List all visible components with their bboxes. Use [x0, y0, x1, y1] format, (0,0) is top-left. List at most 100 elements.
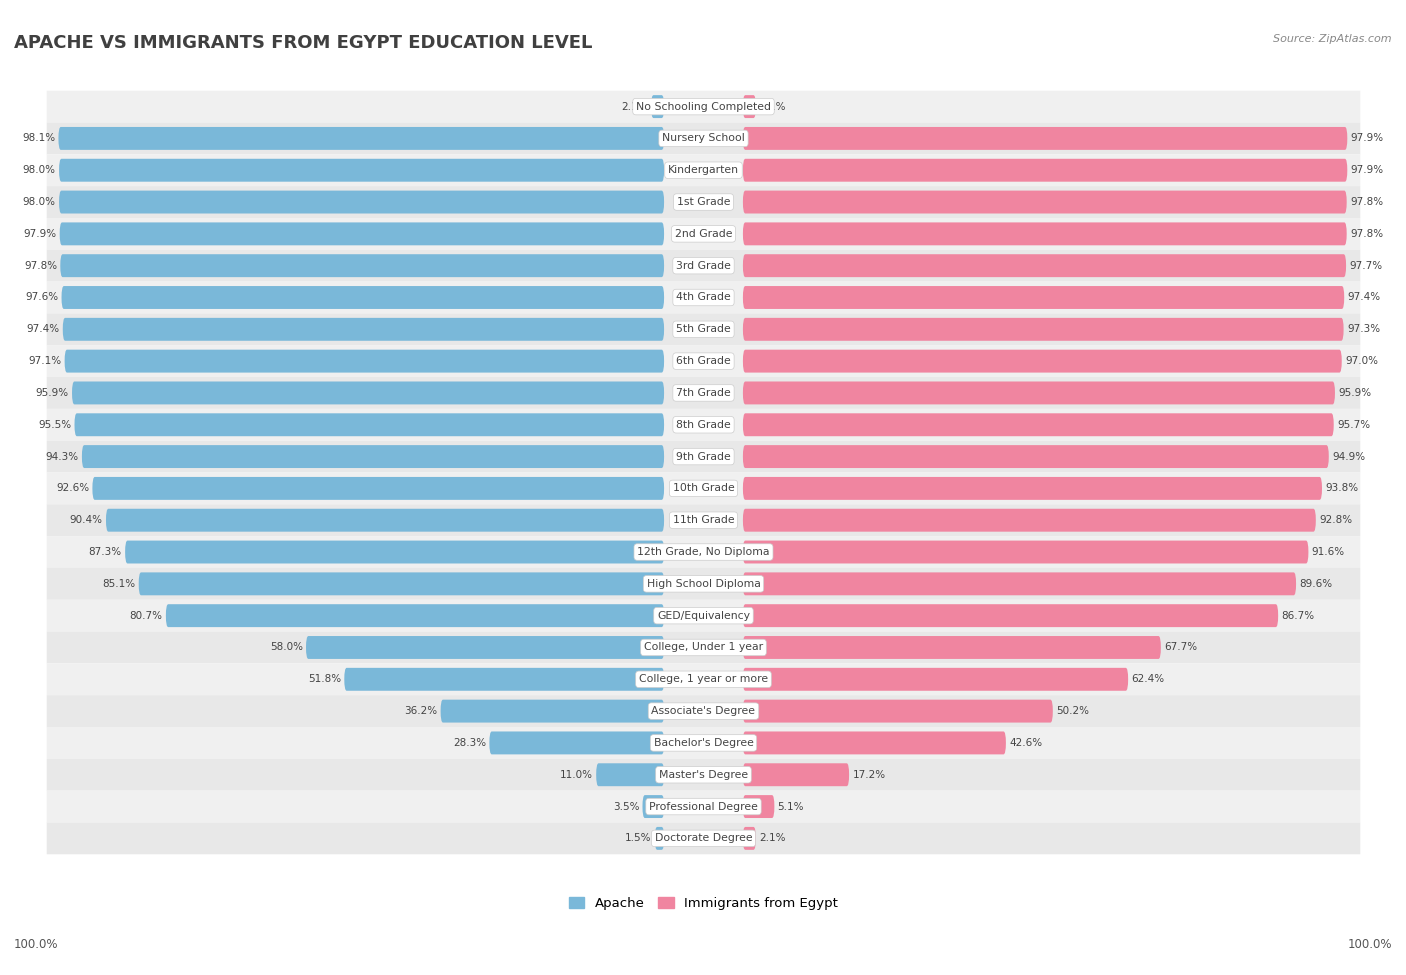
Text: APACHE VS IMMIGRANTS FROM EGYPT EDUCATION LEVEL: APACHE VS IMMIGRANTS FROM EGYPT EDUCATIO…: [14, 34, 592, 52]
Text: 62.4%: 62.4%: [1132, 675, 1164, 684]
Text: 8th Grade: 8th Grade: [676, 420, 731, 430]
FancyBboxPatch shape: [63, 318, 664, 341]
FancyBboxPatch shape: [307, 636, 664, 659]
FancyBboxPatch shape: [60, 254, 664, 277]
Text: 98.0%: 98.0%: [22, 197, 56, 207]
FancyBboxPatch shape: [46, 377, 1360, 409]
FancyBboxPatch shape: [75, 413, 664, 436]
FancyBboxPatch shape: [46, 600, 1360, 632]
FancyBboxPatch shape: [72, 381, 664, 405]
Text: 97.4%: 97.4%: [1347, 292, 1381, 302]
Text: 97.8%: 97.8%: [24, 260, 58, 271]
FancyBboxPatch shape: [742, 318, 1344, 341]
FancyBboxPatch shape: [643, 795, 664, 818]
Text: Bachelor's Degree: Bachelor's Degree: [654, 738, 754, 748]
Text: 97.9%: 97.9%: [24, 229, 56, 239]
Text: Kindergarten: Kindergarten: [668, 165, 740, 176]
FancyBboxPatch shape: [742, 96, 756, 118]
Text: 17.2%: 17.2%: [852, 769, 886, 780]
Text: 5.1%: 5.1%: [778, 801, 804, 811]
Text: 97.9%: 97.9%: [1351, 134, 1384, 143]
Text: No Schooling Completed: No Schooling Completed: [636, 101, 770, 111]
Text: 58.0%: 58.0%: [270, 643, 302, 652]
Legend: Apache, Immigrants from Egypt: Apache, Immigrants from Egypt: [564, 891, 844, 915]
FancyBboxPatch shape: [139, 572, 664, 596]
FancyBboxPatch shape: [125, 540, 664, 564]
Text: Professional Degree: Professional Degree: [650, 801, 758, 811]
FancyBboxPatch shape: [46, 186, 1360, 218]
FancyBboxPatch shape: [46, 123, 1360, 154]
Text: 2.1%: 2.1%: [759, 101, 786, 111]
Text: 100.0%: 100.0%: [1347, 938, 1392, 951]
Text: Doctorate Degree: Doctorate Degree: [655, 834, 752, 843]
FancyBboxPatch shape: [742, 795, 775, 818]
Text: GED/Equivalency: GED/Equivalency: [657, 610, 749, 621]
FancyBboxPatch shape: [59, 190, 664, 214]
Text: 87.3%: 87.3%: [89, 547, 122, 557]
FancyBboxPatch shape: [651, 96, 664, 118]
FancyBboxPatch shape: [742, 763, 849, 786]
Text: Nursery School: Nursery School: [662, 134, 745, 143]
Text: 97.8%: 97.8%: [1350, 197, 1384, 207]
FancyBboxPatch shape: [46, 282, 1360, 313]
FancyBboxPatch shape: [742, 668, 1128, 690]
FancyBboxPatch shape: [46, 823, 1360, 854]
Text: 10th Grade: 10th Grade: [672, 484, 734, 493]
FancyBboxPatch shape: [46, 218, 1360, 250]
Text: 2.1%: 2.1%: [621, 101, 648, 111]
Text: 91.6%: 91.6%: [1312, 547, 1344, 557]
FancyBboxPatch shape: [742, 190, 1347, 214]
Text: 3.5%: 3.5%: [613, 801, 640, 811]
Text: 3rd Grade: 3rd Grade: [676, 260, 731, 271]
FancyBboxPatch shape: [742, 127, 1347, 150]
FancyBboxPatch shape: [59, 127, 664, 150]
Text: 12th Grade, No Diploma: 12th Grade, No Diploma: [637, 547, 769, 557]
FancyBboxPatch shape: [742, 572, 1296, 596]
Text: 1.5%: 1.5%: [626, 834, 651, 843]
FancyBboxPatch shape: [655, 827, 664, 850]
FancyBboxPatch shape: [59, 222, 664, 246]
Text: High School Diploma: High School Diploma: [647, 579, 761, 589]
FancyBboxPatch shape: [742, 827, 756, 850]
FancyBboxPatch shape: [46, 473, 1360, 504]
FancyBboxPatch shape: [742, 286, 1344, 309]
Text: 97.7%: 97.7%: [1350, 260, 1382, 271]
Text: 98.1%: 98.1%: [22, 134, 55, 143]
FancyBboxPatch shape: [596, 763, 664, 786]
FancyBboxPatch shape: [742, 509, 1316, 531]
FancyBboxPatch shape: [742, 413, 1334, 436]
Text: 86.7%: 86.7%: [1281, 610, 1315, 621]
Text: 90.4%: 90.4%: [70, 515, 103, 526]
FancyBboxPatch shape: [46, 632, 1360, 663]
FancyBboxPatch shape: [166, 604, 664, 627]
FancyBboxPatch shape: [46, 759, 1360, 791]
FancyBboxPatch shape: [742, 636, 1161, 659]
Text: 93.8%: 93.8%: [1326, 484, 1358, 493]
Text: 80.7%: 80.7%: [129, 610, 163, 621]
FancyBboxPatch shape: [742, 477, 1322, 500]
FancyBboxPatch shape: [82, 446, 664, 468]
FancyBboxPatch shape: [46, 313, 1360, 345]
Text: Associate's Degree: Associate's Degree: [651, 706, 755, 716]
Text: 2nd Grade: 2nd Grade: [675, 229, 733, 239]
FancyBboxPatch shape: [344, 668, 664, 690]
FancyBboxPatch shape: [46, 409, 1360, 441]
Text: Master's Degree: Master's Degree: [659, 769, 748, 780]
FancyBboxPatch shape: [46, 441, 1360, 473]
FancyBboxPatch shape: [742, 604, 1278, 627]
FancyBboxPatch shape: [46, 695, 1360, 727]
Text: 51.8%: 51.8%: [308, 675, 342, 684]
Text: 1st Grade: 1st Grade: [676, 197, 730, 207]
FancyBboxPatch shape: [742, 254, 1346, 277]
FancyBboxPatch shape: [742, 446, 1329, 468]
Text: 42.6%: 42.6%: [1010, 738, 1042, 748]
FancyBboxPatch shape: [105, 509, 664, 531]
Text: 92.8%: 92.8%: [1319, 515, 1353, 526]
FancyBboxPatch shape: [46, 536, 1360, 567]
Text: 9th Grade: 9th Grade: [676, 451, 731, 461]
Text: College, 1 year or more: College, 1 year or more: [638, 675, 768, 684]
FancyBboxPatch shape: [46, 567, 1360, 600]
Text: 97.6%: 97.6%: [25, 292, 58, 302]
Text: 97.3%: 97.3%: [1347, 325, 1381, 334]
Text: 67.7%: 67.7%: [1164, 643, 1198, 652]
